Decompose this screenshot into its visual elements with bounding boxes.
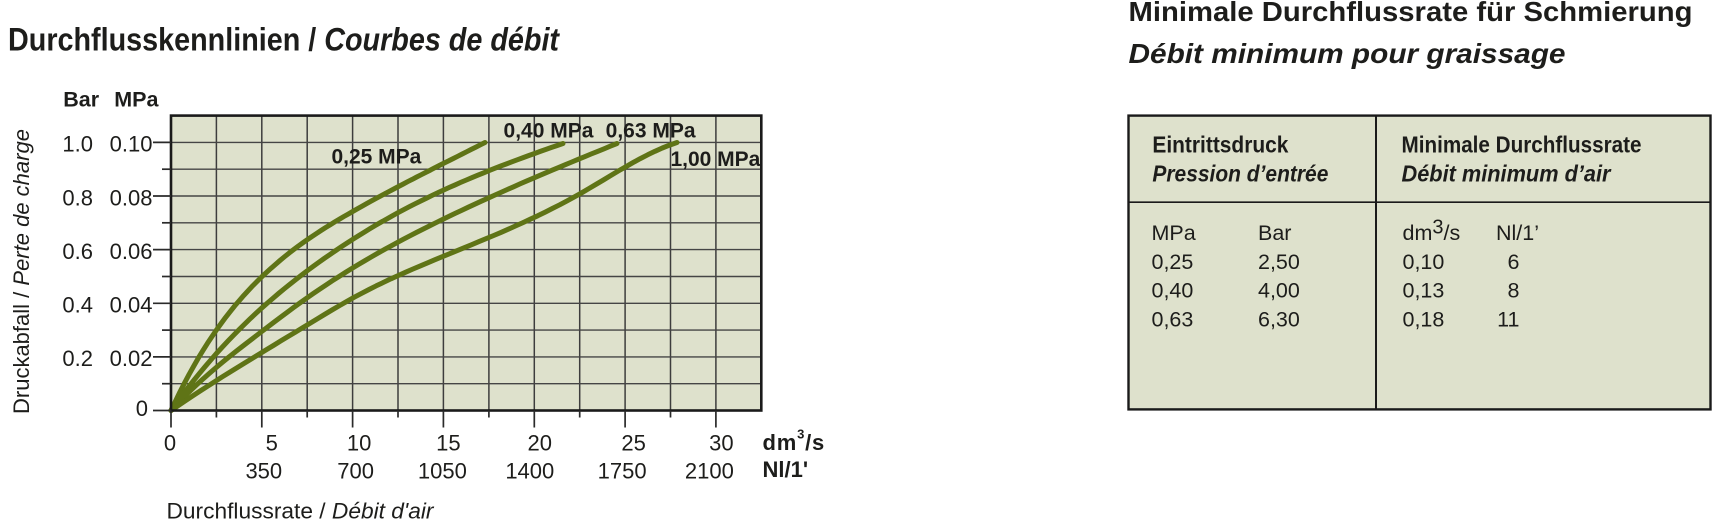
svg-text:1050: 1050 xyxy=(418,458,467,483)
svg-text:30: 30 xyxy=(709,431,733,456)
svg-text:0.06: 0.06 xyxy=(110,239,153,264)
svg-text:Minimale Durchflussrate: Minimale Durchflussrate xyxy=(1402,131,1642,157)
svg-text:Bar: Bar xyxy=(1258,221,1291,245)
svg-text:0.2: 0.2 xyxy=(62,346,93,371)
svg-text:2,50: 2,50 xyxy=(1258,250,1300,274)
svg-text:0.10: 0.10 xyxy=(110,132,153,157)
svg-text:dm3/s: dm3/s xyxy=(763,427,826,456)
svg-text:1400: 1400 xyxy=(505,458,554,483)
svg-text:Nl/1’: Nl/1’ xyxy=(1496,221,1539,245)
svg-text:0.4: 0.4 xyxy=(62,293,93,318)
svg-text:Nl/1': Nl/1' xyxy=(763,457,809,482)
svg-text:0,13: 0,13 xyxy=(1403,279,1445,303)
svg-text:11: 11 xyxy=(1497,307,1519,331)
svg-text:4,00: 4,00 xyxy=(1258,279,1300,303)
svg-text:0: 0 xyxy=(136,396,148,421)
svg-text:5: 5 xyxy=(266,431,278,456)
svg-text:0.04: 0.04 xyxy=(110,293,153,318)
svg-text:8: 8 xyxy=(1508,279,1520,303)
svg-text:Débit minimum d’air: Débit minimum d’air xyxy=(1402,161,1612,187)
svg-text:Débit minimum pour graissage: Débit minimum pour graissage xyxy=(1129,38,1566,69)
svg-text:0,25 MPa: 0,25 MPa xyxy=(331,146,421,169)
svg-text:0.02: 0.02 xyxy=(110,346,153,371)
svg-text:20: 20 xyxy=(528,431,552,456)
svg-text:0,63 MPa: 0,63 MPa xyxy=(606,120,696,143)
svg-text:350: 350 xyxy=(245,458,282,483)
svg-text:dm3/s: dm3/s xyxy=(1403,217,1461,246)
svg-text:0.08: 0.08 xyxy=(110,185,153,210)
svg-text:MPa: MPa xyxy=(1152,221,1196,245)
svg-text:0,25: 0,25 xyxy=(1152,250,1194,274)
svg-text:0,40 MPa: 0,40 MPa xyxy=(504,120,594,143)
svg-text:6,30: 6,30 xyxy=(1258,307,1300,331)
svg-text:0.8: 0.8 xyxy=(62,185,93,210)
svg-text:0,18: 0,18 xyxy=(1403,307,1445,331)
svg-text:Eintrittsdruck: Eintrittsdruck xyxy=(1152,131,1288,157)
svg-text:6: 6 xyxy=(1508,250,1520,274)
svg-text:2100: 2100 xyxy=(685,458,734,483)
svg-text:25: 25 xyxy=(621,431,645,456)
svg-text:Pression d’entrée: Pression d’entrée xyxy=(1152,161,1328,187)
svg-text:MPa: MPa xyxy=(114,88,159,112)
svg-text:1750: 1750 xyxy=(598,458,647,483)
svg-text:Durchflussrate / Débit d'air: Durchflussrate / Débit d'air xyxy=(167,499,436,524)
svg-text:0,63: 0,63 xyxy=(1152,307,1194,331)
svg-text:1.0: 1.0 xyxy=(62,132,93,157)
svg-text:1,00 MPa: 1,00 MPa xyxy=(670,148,760,171)
svg-text:0: 0 xyxy=(164,431,176,456)
svg-text:15: 15 xyxy=(436,431,460,456)
svg-text:700: 700 xyxy=(337,458,374,483)
svg-text:0,10: 0,10 xyxy=(1403,250,1445,274)
svg-text:Bar: Bar xyxy=(63,88,99,112)
svg-text:Minimale Durchflussrate für Sc: Minimale Durchflussrate für Schmierung xyxy=(1129,0,1693,27)
svg-text:Druckabfall / Perte de charge: Druckabfall / Perte de charge xyxy=(9,129,34,414)
svg-text:0.6: 0.6 xyxy=(62,239,93,264)
svg-text:Durchflusskennlinien / Courbes: Durchflusskennlinien / Courbes de débit xyxy=(8,22,560,58)
svg-text:10: 10 xyxy=(347,431,371,456)
svg-text:0,40: 0,40 xyxy=(1152,279,1194,303)
